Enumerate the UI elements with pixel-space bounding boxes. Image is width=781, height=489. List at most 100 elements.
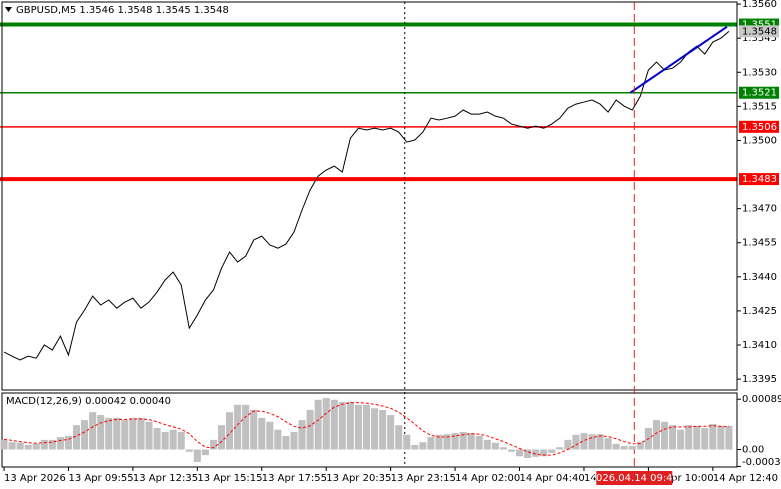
macd-bar (612, 443, 620, 450)
macd-bar (620, 446, 628, 450)
current-price-label: 1.3548 (742, 26, 777, 37)
macd-bar (306, 409, 314, 450)
macd-bar (177, 431, 185, 450)
macd-bar (532, 449, 540, 457)
y-tick-label: 1.3500 (742, 135, 777, 146)
macd-bar (652, 420, 660, 450)
macd-signal (3, 402, 729, 456)
macd-bar (660, 421, 669, 450)
macd-bar (411, 444, 419, 450)
x-tick-label: 13 Apr 23:15 (391, 473, 456, 484)
macd-bar (540, 449, 548, 457)
macd-bar (113, 417, 121, 450)
macd-bar (564, 439, 572, 450)
x-tick-label: 14 Apr 10:00 (648, 473, 713, 484)
macd-bar (580, 433, 588, 450)
macd-y-tick-label: -0.0003 (742, 457, 781, 468)
macd-bar (137, 417, 145, 450)
y-tick-label: 1.3470 (742, 204, 777, 215)
macd-bar (669, 425, 677, 450)
macd-bar (403, 434, 411, 450)
macd-bar (161, 431, 169, 450)
macd-bar (250, 409, 258, 450)
macd-bar (322, 398, 330, 450)
x-tick-label: 13 Apr 15:15 (197, 473, 262, 484)
x-tick-label: 13 Apr 09:55 (68, 473, 133, 484)
macd-bar (685, 425, 693, 450)
macd-bar (475, 435, 483, 450)
symbol-menu-icon[interactable] (5, 7, 12, 12)
macd-bar (467, 433, 475, 450)
macd-bar (483, 439, 491, 450)
y-tick-label: 1.3515 (742, 101, 777, 112)
trendline (629, 25, 728, 94)
y-tick-label: 1.3530 (742, 67, 777, 78)
macd-bar (435, 434, 443, 450)
price-panel: 1.3560 1.3545 1.3530 1.3515 1.3500 1.3470 1.34… (0, 0, 777, 385)
macd-bar (499, 447, 507, 450)
macd-bar (282, 435, 290, 450)
macd-bar (693, 425, 701, 450)
macd-bar (242, 404, 250, 450)
y-tick-label: 1.3455 (742, 238, 777, 249)
macd-bar (524, 449, 532, 458)
macd-bar (81, 420, 89, 450)
macd-bar (32, 443, 40, 450)
macd-bar (709, 424, 717, 450)
macd-bar (72, 425, 81, 450)
macd-bar (395, 425, 403, 450)
macd-bar (234, 404, 242, 450)
x-tick-label: 13 Apr 2026 (4, 473, 66, 484)
x-tick-label: 14 Apr 04:40 (520, 473, 585, 484)
y-tick-label: 1.3545 (742, 33, 777, 44)
macd-bar (636, 442, 644, 450)
macd-bar (169, 429, 177, 450)
macd-bar (56, 437, 64, 450)
macd-bar (387, 415, 395, 450)
level-label: 1.3506 (742, 122, 777, 133)
x-tick-label: 14 Apr 02:00 (455, 473, 520, 484)
macd-bar (314, 399, 322, 450)
macd-bar (427, 437, 435, 450)
y-tick-label: 1.3395 (742, 374, 777, 385)
macd-bar (556, 447, 564, 450)
macd-bar (443, 434, 451, 450)
macd-bar (48, 439, 56, 450)
macd-bar (346, 402, 354, 450)
macd-bar (64, 435, 72, 450)
macd-bar (217, 425, 226, 450)
symbol-title: GBPUSD,M5 1.3546 1.3548 1.3545 1.3548 (16, 5, 229, 16)
macd-bar (725, 425, 733, 450)
macd-bar (330, 399, 338, 450)
macd-bar (105, 417, 113, 450)
level-label: 1.3551 (742, 20, 777, 31)
y-tick-label: 1.3440 (742, 272, 777, 283)
macd-bar (701, 428, 709, 450)
macd-frame (1, 392, 738, 468)
macd-bar (145, 421, 153, 450)
macd-title: MACD(12,26,9) 0.00042 0.00040 (6, 396, 171, 407)
macd-bar (258, 417, 266, 450)
macd-bar (193, 449, 201, 462)
macd-bar (451, 433, 459, 450)
macd-bar (507, 449, 515, 452)
macd-bar (290, 431, 298, 450)
macd-bar (362, 404, 371, 450)
price-line (3, 30, 730, 361)
level-label: 1.3483 (742, 174, 777, 185)
x-tick-label: 13 Apr 20:35 (326, 473, 391, 484)
macd-bar (491, 442, 499, 450)
macd-bar (628, 446, 636, 450)
macd-bar (596, 434, 604, 450)
macd-bar (604, 438, 612, 450)
macd-y-tick-label: 0.00089 (742, 394, 781, 405)
macd-bar (201, 449, 209, 456)
current-price-box (739, 25, 779, 38)
macd-bar (298, 420, 306, 450)
cursor-label: 2026.04.14 09:40 (590, 473, 679, 484)
macd-bar (0, 439, 8, 450)
cursor-label-box (596, 471, 673, 485)
macd-bar (717, 425, 725, 450)
